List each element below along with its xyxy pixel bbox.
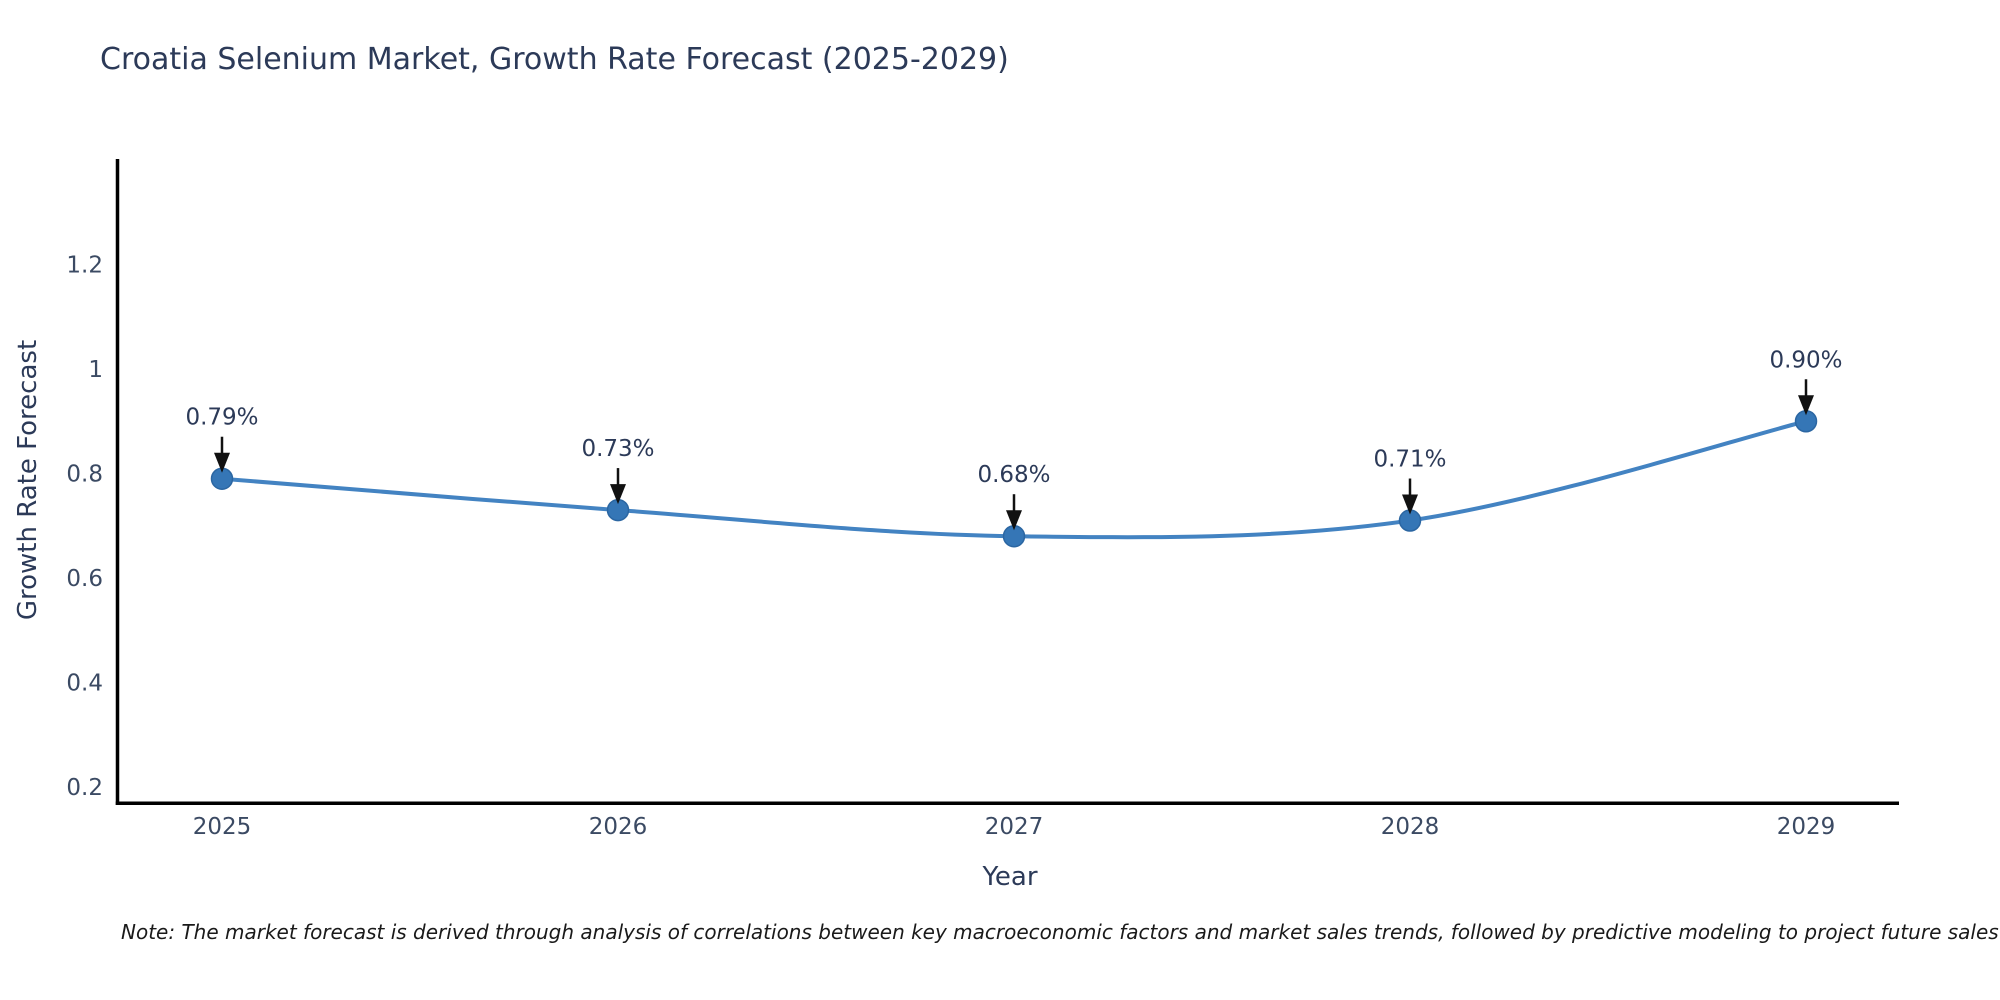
annotation-arrowhead-icon (214, 452, 230, 473)
x-axis-tick-labels: 2025 2026 2027 2028 2029 (193, 814, 1836, 840)
annotation-arrowhead-icon (610, 484, 626, 505)
chart-title: Croatia Selenium Market, Growth Rate For… (100, 42, 1009, 77)
annotation-label: 0.73% (581, 436, 654, 462)
y-tick-label: 0.2 (66, 775, 103, 801)
annotation-arrowhead-icon (1402, 494, 1418, 515)
y-tick-label: 0.8 (66, 462, 103, 488)
annotation-label: 0.79% (185, 405, 258, 431)
series-layer (210, 410, 1818, 548)
x-tick-label: 2027 (985, 814, 1044, 840)
annotations-layer: 0.79% 0.73% 0.68% 0.71% 0.90% (185, 347, 1843, 531)
x-tick-label: 2028 (1381, 814, 1440, 840)
x-axis-title: Year (982, 862, 1038, 892)
y-tick-label: 1.2 (66, 253, 103, 279)
annotation-label: 0.71% (1373, 447, 1446, 473)
y-tick-label: 0.4 (66, 671, 103, 697)
x-tick-label: 2029 (1777, 814, 1836, 840)
chart-note: Note: The market forecast is derived thr… (121, 920, 1999, 944)
annotation-arrowhead-icon (1798, 395, 1814, 416)
annotation-label: 0.68% (977, 462, 1050, 488)
annotation-label: 0.90% (1769, 347, 1842, 373)
y-axis-tick-labels: 0.2 0.4 0.6 0.8 1 1.2 (66, 253, 103, 802)
y-tick-label: 1 (88, 357, 103, 383)
x-tick-label: 2026 (589, 814, 648, 840)
y-tick-label: 0.6 (66, 566, 103, 592)
annotation-arrowhead-icon (1006, 510, 1022, 531)
x-tick-label: 2025 (193, 814, 252, 840)
